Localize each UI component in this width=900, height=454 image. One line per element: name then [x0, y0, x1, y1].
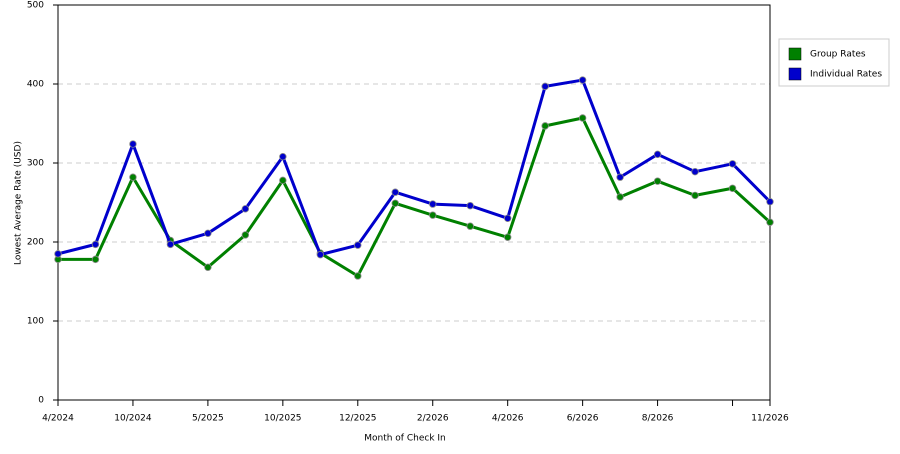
data-point	[541, 82, 549, 91]
y-tick-label: 0	[38, 396, 44, 406]
data-point	[391, 199, 399, 207]
y-axis-label: Lowest Average Rate (USD)	[14, 141, 24, 265]
data-point	[691, 191, 699, 200]
data-point	[691, 167, 699, 176]
data-point	[204, 263, 212, 271]
data-point	[241, 231, 250, 239]
data-point	[766, 198, 774, 206]
data-point	[204, 229, 212, 238]
data-point	[616, 173, 624, 181]
data-point	[503, 214, 512, 222]
data-point	[129, 173, 137, 181]
legend-label: Individual Rates	[810, 70, 882, 80]
data-point	[354, 272, 362, 280]
data-point	[91, 255, 100, 264]
x-axis-label: Month of Check In	[364, 434, 446, 444]
data-point	[129, 140, 137, 148]
data-point	[429, 200, 437, 208]
data-point	[503, 233, 512, 241]
plot-frame	[57, 4, 771, 401]
data-point	[91, 240, 100, 249]
x-tick-label: 5/2025	[192, 414, 224, 424]
x-tick-label: 4/2024	[42, 414, 74, 424]
data-point	[728, 160, 737, 168]
series-line	[57, 78, 772, 257]
data-point	[653, 150, 662, 159]
x-tick-label: 12/2025	[339, 414, 376, 424]
data-point	[429, 211, 437, 219]
data-point	[354, 241, 362, 249]
data-point	[466, 222, 474, 230]
data-point	[578, 114, 587, 122]
data-point	[653, 177, 662, 185]
data-point	[728, 184, 737, 192]
data-point	[279, 152, 287, 161]
y-tick-label: 200	[27, 238, 44, 248]
y-tick-label: 100	[27, 317, 44, 327]
x-tick-label: 6/2026	[567, 414, 599, 424]
y-tick-label: 300	[27, 159, 44, 169]
y-tick-label: 500	[27, 1, 44, 11]
y-tick-label: 400	[27, 80, 44, 90]
data-point	[54, 250, 62, 258]
x-tick-label: 11/2026	[751, 414, 789, 424]
data-point	[166, 240, 175, 249]
legend-label: Group Rates	[810, 50, 866, 60]
data-point	[279, 176, 287, 185]
data-point	[578, 76, 587, 84]
x-tick-label: 4/2026	[492, 414, 524, 424]
data-point	[241, 205, 250, 213]
data-point	[466, 201, 474, 210]
x-tick-label: 2/2026	[417, 414, 449, 424]
x-tick-label: 10/2024	[114, 414, 152, 424]
legend-swatch	[788, 47, 802, 61]
x-tick-label: 10/2025	[264, 414, 301, 424]
series-line	[58, 116, 772, 278]
data-point	[391, 188, 399, 196]
data-point	[316, 250, 325, 259]
data-point	[541, 122, 549, 130]
data-point	[616, 193, 624, 201]
x-tick-label: 8/2026	[642, 414, 674, 424]
legend-swatch	[788, 67, 802, 81]
data-point	[766, 218, 774, 226]
